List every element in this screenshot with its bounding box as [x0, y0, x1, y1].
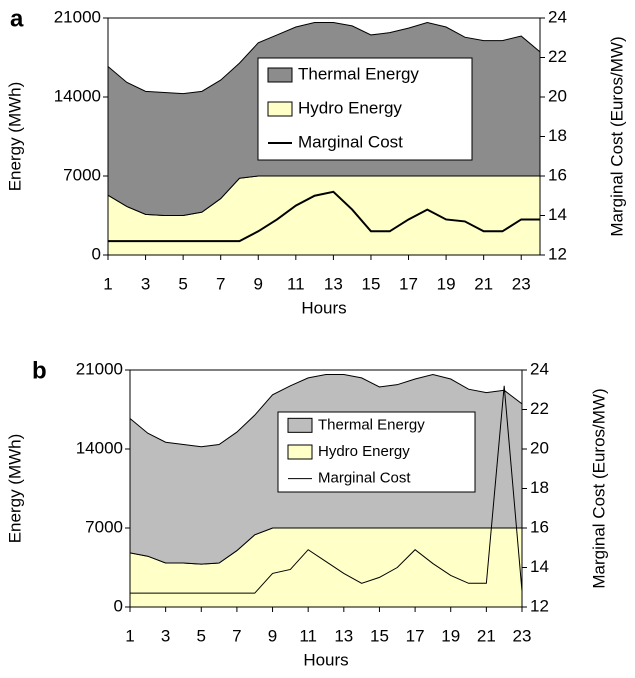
y-tick-label: 7000	[85, 517, 123, 536]
x-tick-label: 1	[103, 274, 112, 293]
y2-tick-label: 20	[548, 86, 567, 105]
x-tick-label: 21	[474, 274, 493, 293]
x-tick-label: 19	[437, 274, 456, 293]
y2-tick-label: 16	[548, 165, 567, 184]
legend-swatch	[287, 444, 313, 460]
legend-swatch	[287, 417, 313, 433]
x-tick-label: 15	[370, 626, 389, 645]
x-axis-label: Hours	[301, 298, 346, 317]
legend-label: Thermal Energy	[298, 64, 419, 83]
x-tick-label: 21	[477, 626, 496, 645]
y2-tick-label: 14	[548, 205, 567, 224]
x-tick-label: 9	[254, 274, 263, 293]
panel-label: a	[10, 5, 24, 32]
y2-tick-label: 18	[548, 126, 567, 145]
y2-tick-label: 12	[548, 244, 567, 263]
x-axis-label: Hours	[303, 650, 348, 669]
y2-axis-label: Marginal Cost (Euros/MW)	[589, 388, 608, 588]
legend-swatch	[267, 67, 293, 83]
line	[108, 190, 540, 243]
x-tick-label: 13	[334, 626, 353, 645]
y-axis-label: Energy (MWh)	[5, 434, 24, 544]
x-tick-label: 9	[268, 626, 277, 645]
x-tick-label: 11	[299, 626, 317, 645]
y2-tick-label: 20	[530, 438, 549, 457]
x-tick-label: 23	[513, 626, 532, 645]
x-tick-label: 23	[512, 274, 531, 293]
y-tick-label: 14000	[76, 438, 123, 457]
x-tick-label: 3	[141, 274, 150, 293]
y2-tick-label: 24	[530, 359, 549, 378]
y-tick-label: 21000	[54, 7, 101, 26]
y2-tick-label: 22	[548, 47, 567, 66]
y-tick-label: 0	[114, 596, 123, 615]
x-tick-label: 11	[287, 274, 305, 293]
y-axis-label: Energy (MWh)	[5, 82, 24, 192]
x-tick-label: 5	[178, 274, 187, 293]
y2-tick-label: 14	[530, 557, 549, 576]
y-tick-label: 21000	[76, 359, 123, 378]
legend-label: Hydro Energy	[298, 98, 402, 117]
legend-label: Hydro Energy	[318, 443, 410, 460]
x-tick-label: 1	[125, 626, 134, 645]
line	[130, 385, 523, 594]
y2-tick-label: 22	[530, 399, 549, 418]
x-tick-label: 3	[161, 626, 170, 645]
x-tick-label: 19	[441, 626, 460, 645]
panel-label: b	[32, 357, 47, 384]
y2-tick-label: 12	[530, 596, 549, 615]
x-tick-label: 17	[399, 274, 418, 293]
x-tick-label: 7	[232, 626, 241, 645]
y2-axis-label: Marginal Cost (Euros/MW)	[607, 36, 626, 236]
x-tick-label: 5	[197, 626, 206, 645]
legend-label: Thermal Energy	[318, 416, 425, 433]
x-tick-label: 15	[361, 274, 380, 293]
legend-swatch	[267, 101, 293, 117]
y2-tick-label: 16	[530, 517, 549, 536]
x-tick-label: 13	[324, 274, 343, 293]
x-tick-label: 17	[406, 626, 425, 645]
legend-label: Marginal Cost	[298, 132, 403, 151]
y2-tick-label: 18	[530, 478, 549, 497]
y2-tick-label: 24	[548, 7, 567, 26]
y-tick-label: 14000	[54, 86, 101, 105]
legend-label: Marginal Cost	[318, 470, 411, 487]
legend-box	[257, 57, 473, 161]
y-tick-label: 7000	[63, 165, 101, 184]
x-tick-label: 7	[216, 274, 225, 293]
y-tick-label: 0	[92, 244, 101, 263]
